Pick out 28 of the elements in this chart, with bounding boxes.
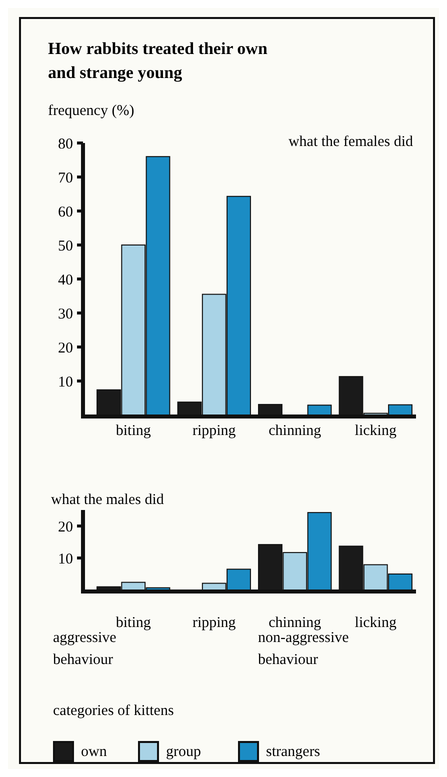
x-tick-label: ripping (192, 615, 236, 631)
legend-title: categories of kittens (53, 703, 174, 719)
x-tick-label: biting (116, 615, 152, 631)
category-label: biting (116, 423, 151, 439)
chart-subtitle: what the females did (288, 134, 414, 150)
y-tick-label: 10 (58, 551, 73, 568)
chart-title: what the males did (51, 492, 164, 508)
chart-title: How rabbits treated their own and strange young (48, 39, 268, 82)
text: non-aggressive behaviour (258, 630, 350, 668)
category-label: ripping (192, 423, 236, 439)
legend-label: group (166, 744, 201, 760)
y-tick-label: 80 (58, 136, 73, 152)
y-tick-label: 30 (58, 306, 73, 322)
category-label: licking (354, 423, 396, 439)
text: aggressive behaviour (53, 630, 117, 668)
y-axis-title: frequency (%) (48, 103, 134, 119)
y-tick-label: 50 (58, 238, 73, 254)
y-tick-label: 40 (58, 272, 73, 288)
x-tick-label: licking (354, 615, 397, 631)
category-label: chinning (268, 423, 322, 439)
y-tick-label: 20 (58, 519, 73, 536)
legend-label: strangers (266, 744, 320, 760)
y-tick-label: 20 (58, 340, 73, 356)
y-tick-label: 70 (58, 170, 73, 186)
legend-label: own (81, 744, 108, 760)
y-tick-label: 60 (58, 204, 73, 220)
x-tick-label: chinning (268, 615, 322, 631)
y-tick-label: 10 (58, 374, 73, 390)
